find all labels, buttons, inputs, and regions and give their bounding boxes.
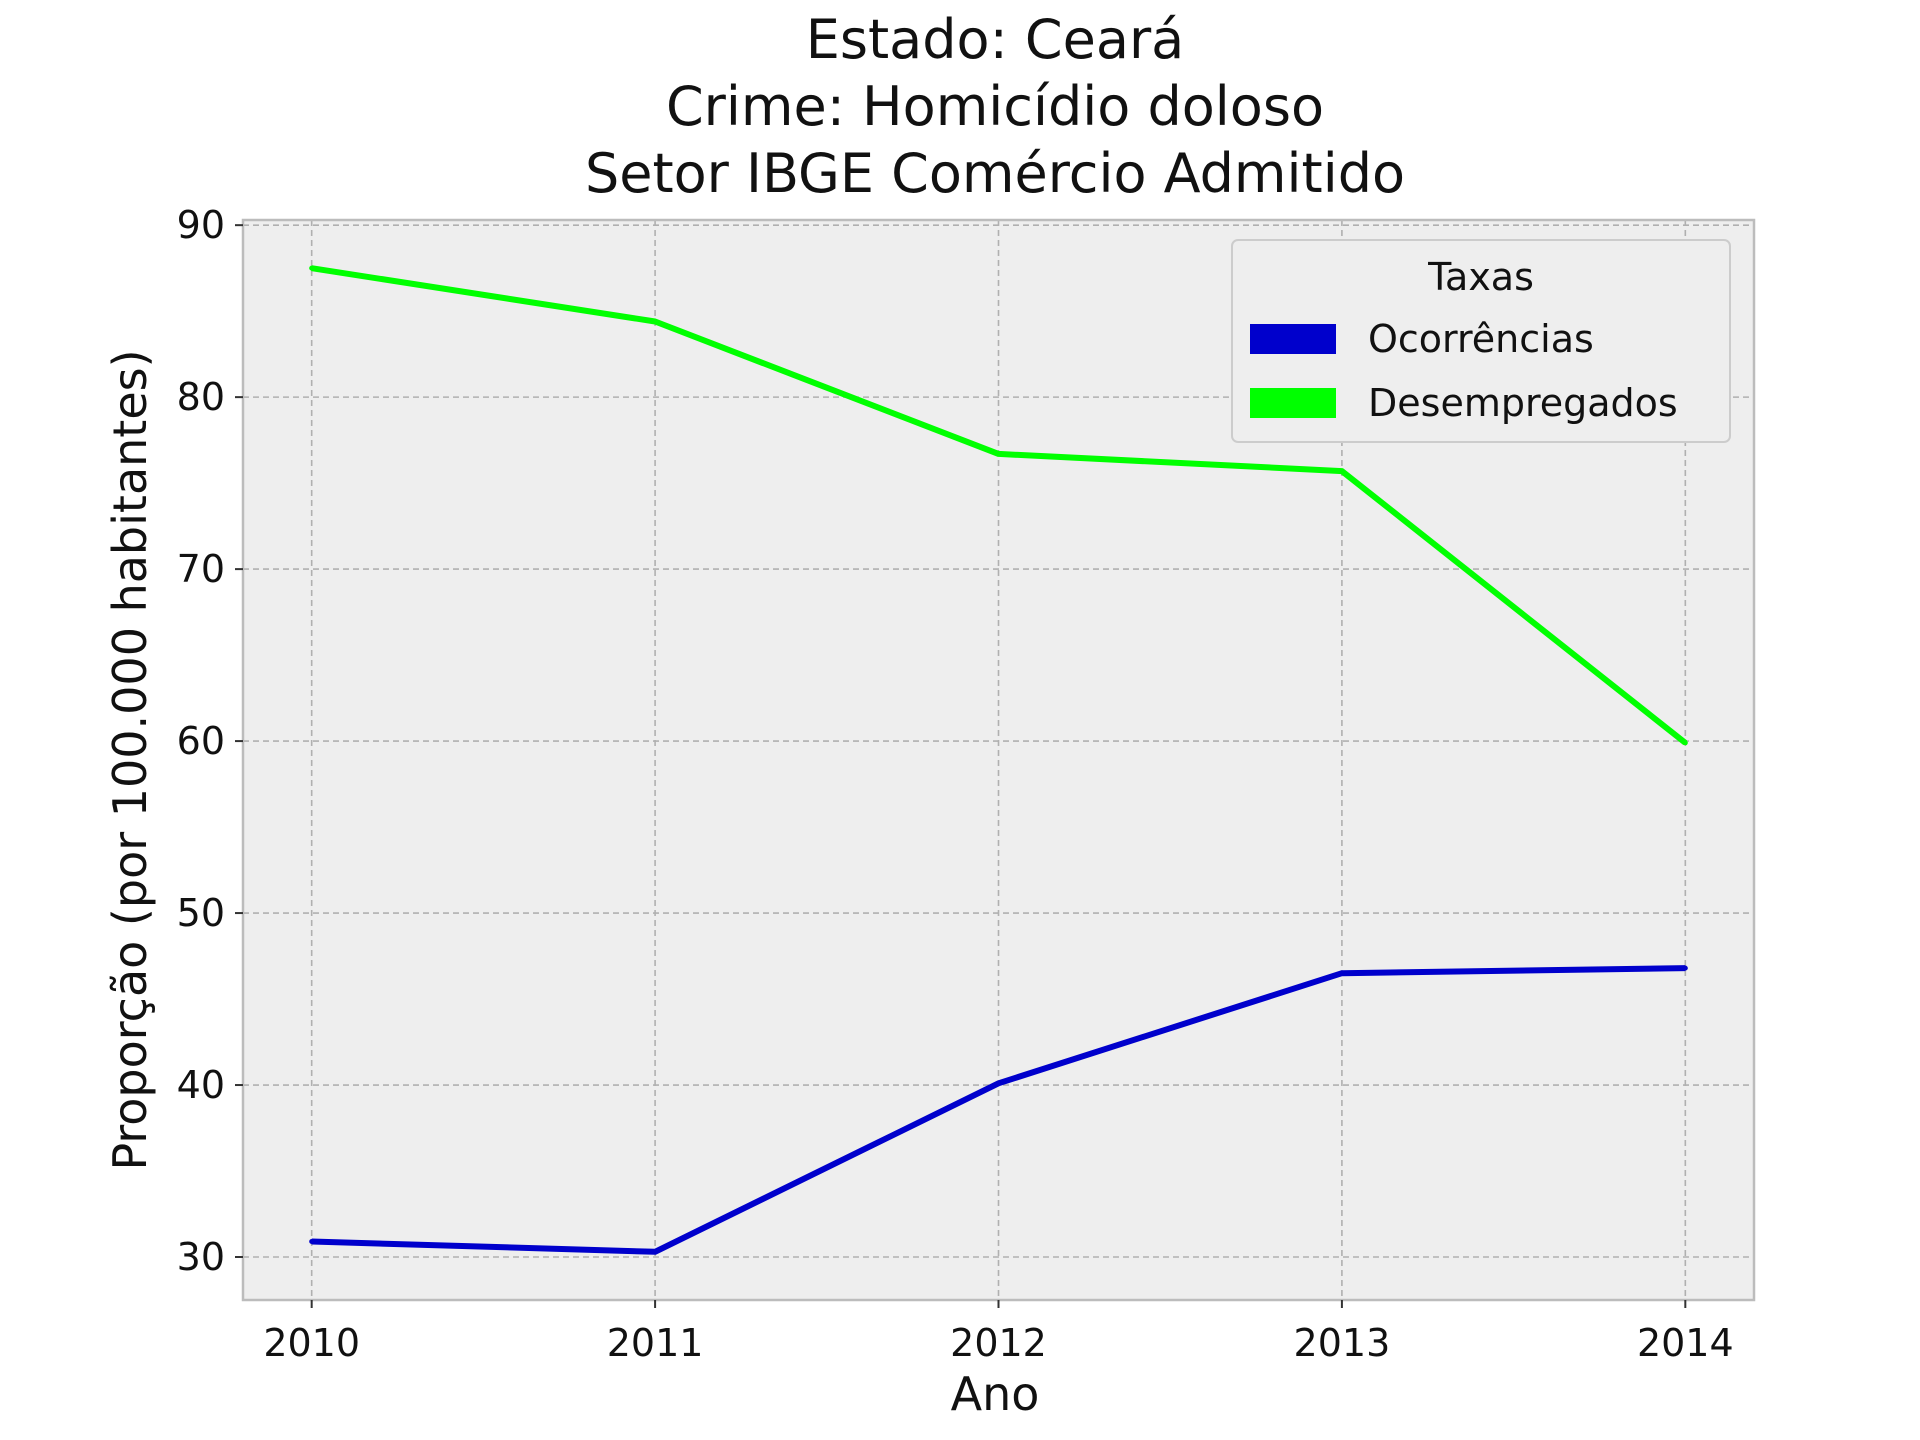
x-tick-label-2011: 2011: [607, 1321, 704, 1365]
y-tick-label-70: 70: [177, 547, 225, 591]
x-tick-label-2013: 2013: [1294, 1321, 1391, 1365]
data-point-ocorrencias-2012: [996, 1080, 1001, 1086]
data-point-ocorrencias-2010: [309, 1239, 315, 1245]
y-tick-label-30: 30: [177, 1235, 225, 1279]
data-point-ocorrencias-2013: [1339, 970, 1345, 976]
legend-label-desempregados: Desempregados: [1368, 381, 1678, 425]
x-tick-label-2012: 2012: [950, 1321, 1047, 1365]
data-point-desempregados-2014: [1682, 740, 1688, 746]
title-line-3: Setor IBGE Comércio Admitido: [585, 142, 1405, 205]
legend: Taxas Ocorrências Desempregados: [1231, 239, 1731, 443]
data-point-desempregados-2011: [652, 318, 658, 324]
x-tick-label-2014: 2014: [1637, 1321, 1734, 1365]
series-lines: [309, 265, 1688, 1255]
data-point-desempregados-2013: [1339, 468, 1345, 474]
y-tick-label-80: 80: [177, 375, 225, 419]
grid: [243, 220, 1754, 1300]
y-axis-label: Proporção (por 100.000 habitantes): [103, 349, 157, 1170]
y-tick-label-40: 40: [177, 1063, 225, 1107]
y-tick-label-60: 60: [177, 719, 225, 763]
x-tick-label-2010: 2010: [263, 1321, 360, 1365]
legend-label-ocorrencias: Ocorrências: [1368, 317, 1594, 361]
data-point-desempregados-2012: [996, 451, 1001, 457]
title-line-2: Crime: Homicídio doloso: [666, 75, 1324, 138]
x-axis-label: Ano: [951, 1367, 1040, 1421]
data-point-ocorrencias-2011: [652, 1249, 658, 1255]
legend-swatch-desempregados: [1250, 388, 1336, 418]
ticks: 2010 2011 2012 2013 2014 30 40 50 60 70 80 90: [177, 203, 1734, 1365]
y-tick-label-90: 90: [177, 203, 225, 247]
chart-title: Estado: Ceará Crime: Homicídio doloso Se…: [585, 8, 1405, 205]
legend-title: Taxas: [1427, 255, 1534, 299]
legend-swatch-ocorrencias: [1250, 324, 1336, 354]
legend-box: [1231, 239, 1731, 443]
title-line-1: Estado: Ceará: [806, 8, 1185, 71]
data-point-desempregados-2010: [309, 265, 315, 271]
y-tick-label-50: 50: [177, 891, 225, 935]
data-point-ocorrencias-2014: [1682, 965, 1688, 971]
